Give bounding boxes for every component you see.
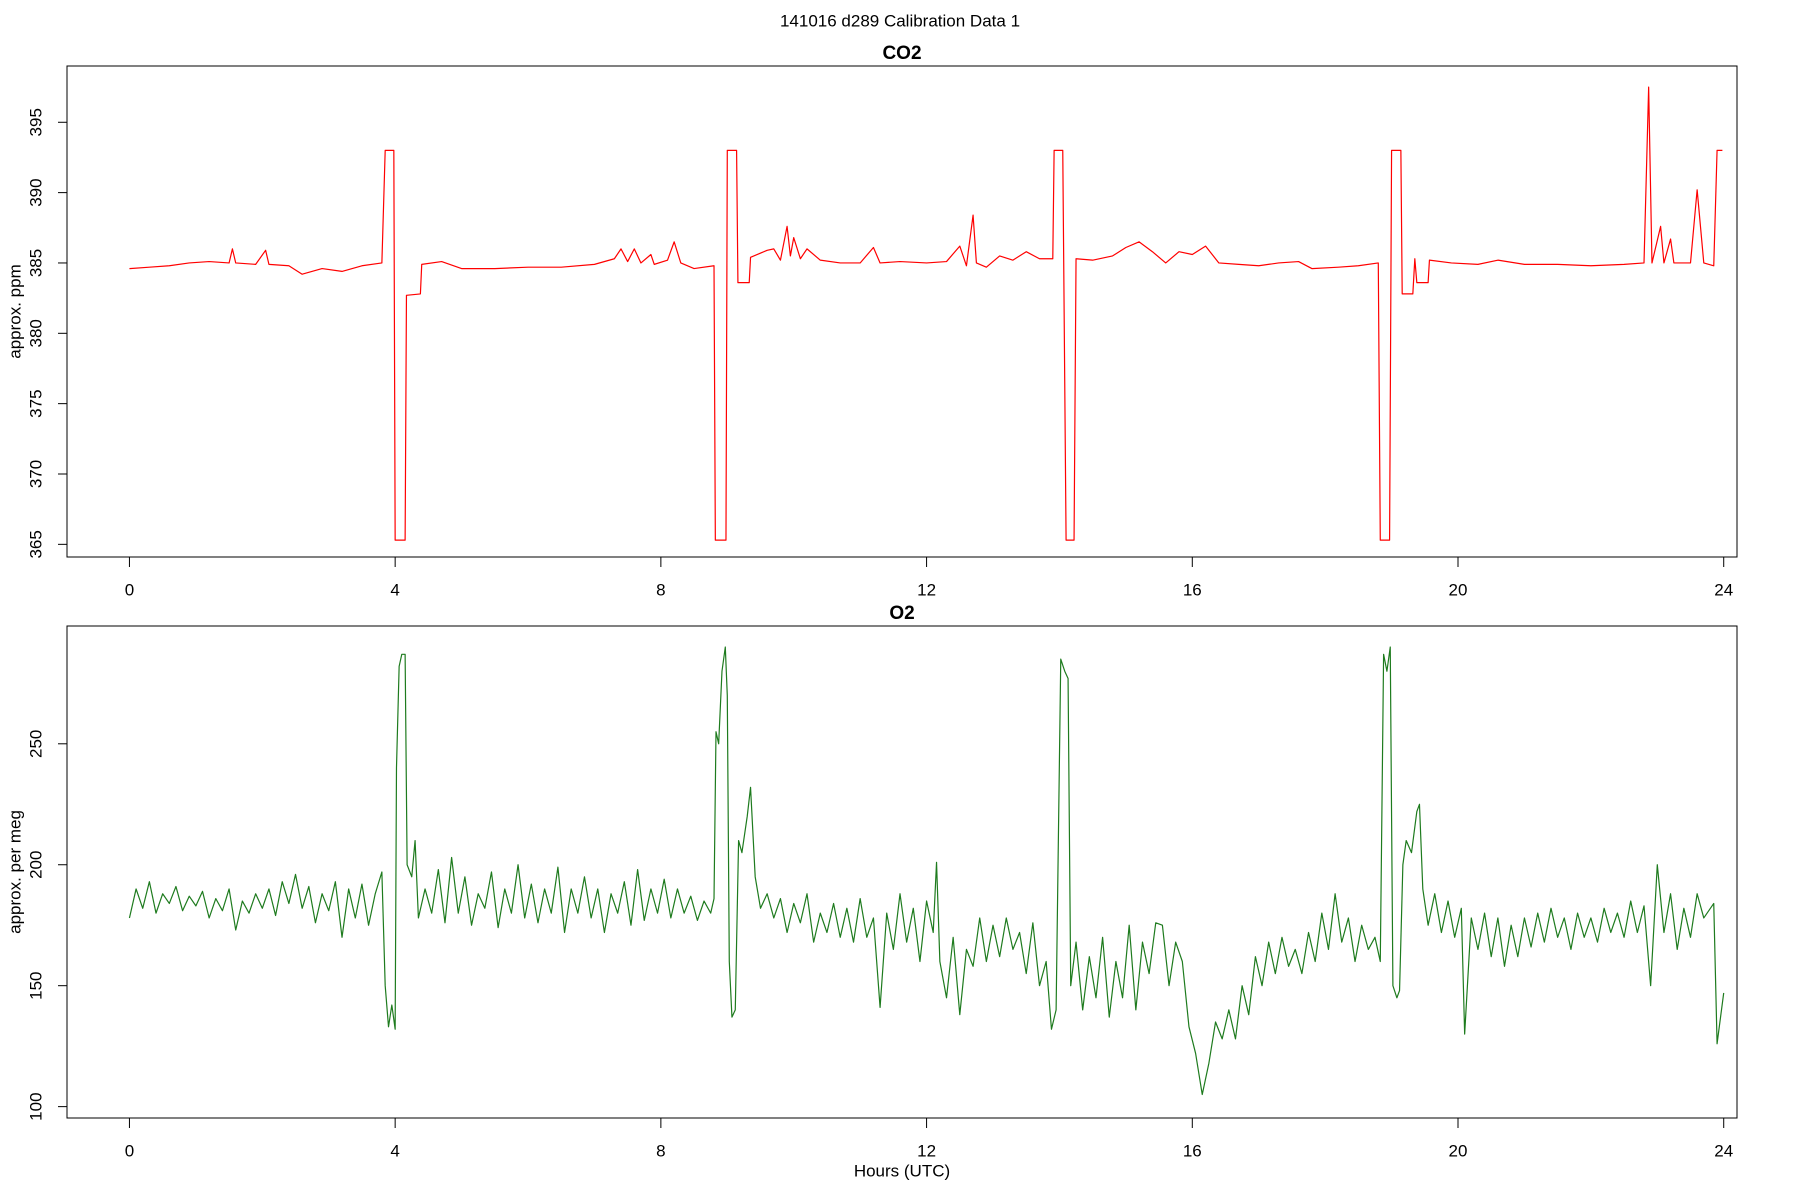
panel-title: O2 [889,603,914,624]
x-tick-label: 20 [1449,1141,1468,1160]
data-line [129,86,1723,541]
x-tick-label: 8 [656,580,665,599]
y-tick-label: 100 [26,1092,45,1120]
y-tick-label: 370 [26,460,45,488]
y-tick-label: 365 [26,530,45,558]
x-tick-label: 24 [1714,1141,1733,1160]
y-tick-label: 375 [26,389,45,417]
x-tick-label: 8 [656,1141,665,1160]
x-tick-label: 16 [1183,1141,1202,1160]
x-tick-label: 12 [917,1141,936,1160]
y-tick-label: 200 [26,851,45,879]
x-tick-label: 0 [125,580,134,599]
y-tick-label: 250 [26,730,45,758]
x-tick-label: 4 [390,580,399,599]
panel-title: CO2 [882,43,921,64]
x-axis-title: Hours (UTC) [854,1161,950,1180]
y-tick-label: 380 [26,319,45,347]
y-tick-label: 395 [26,108,45,136]
figure-title: 141016 d289 Calibration Data 1 [780,11,1020,30]
x-tick-label: 0 [125,1141,134,1160]
data-line [128,646,1725,1096]
y-tick-label: 150 [26,971,45,999]
y-tick-label: 390 [26,178,45,206]
x-tick-label: 20 [1449,580,1468,599]
x-tick-label: 16 [1183,580,1202,599]
y-axis-title: approx. ppm [5,264,24,359]
x-tick-label: 24 [1714,580,1733,599]
x-tick-label: 12 [917,580,936,599]
y-tick-label: 385 [26,249,45,277]
plot-frame [66,625,1738,1119]
x-tick-label: 4 [390,1141,399,1160]
y-axis-title: approx. per meg [5,810,24,934]
plot-frame [66,65,1738,558]
